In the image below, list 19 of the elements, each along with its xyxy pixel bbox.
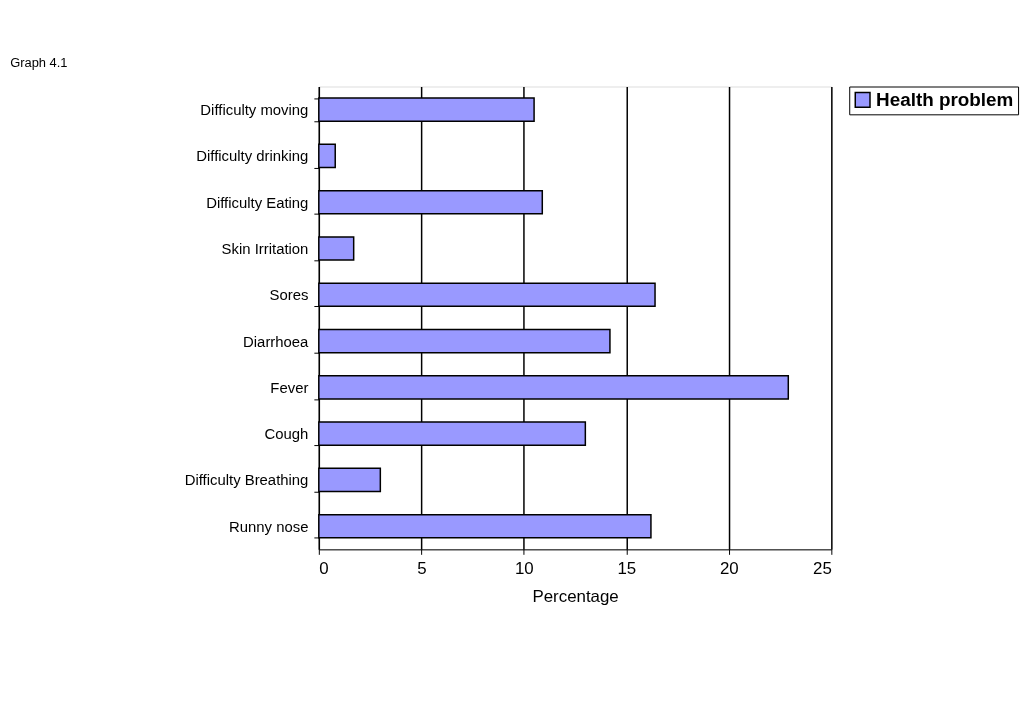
x-tick-label: 0 [319,558,329,578]
y-tick-label: Difficulty Breathing [184,472,309,489]
y-tick-label: Difficulty moving [200,102,309,119]
x-tick-label: 15 [617,558,637,578]
legend-label: Health problem [876,88,1014,110]
text: Graph 4.1 [10,54,68,70]
y-tick-label: Skin Irritation [221,240,309,257]
y-tick-label: Sores [269,287,309,304]
x-tick-label: 5 [417,558,427,578]
x-tick-label: 25 [813,558,832,578]
y-tick-label: Difficulty drinking [196,148,309,165]
x-axis-title: Percentage [532,586,619,606]
y-tick-label: Cough [264,426,309,443]
y-tick-label: Difficulty Eating [206,194,309,211]
y-tick-label: Runny nose [229,518,309,535]
x-tick-label: 20 [719,558,739,578]
y-tick-label: Fever [270,379,309,396]
x-tick-label: 10 [514,558,534,578]
y-tick-label: Diarrhoea [243,333,310,350]
